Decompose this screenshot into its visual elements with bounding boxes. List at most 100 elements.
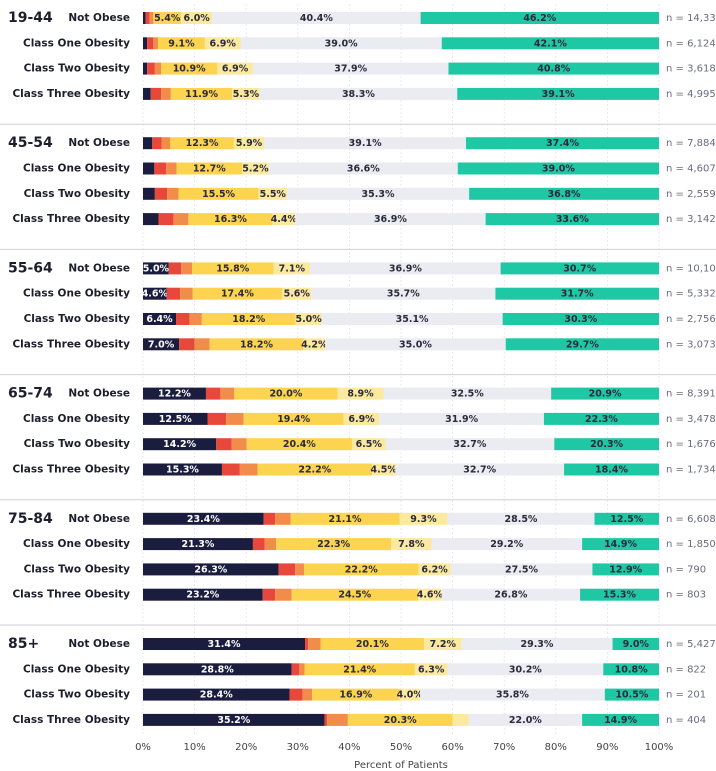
value-label: 4.4% (271, 214, 298, 225)
value-label: 39.1% (542, 89, 575, 100)
value-label: 17.4% (221, 289, 254, 300)
bar-segment (418, 588, 442, 601)
n-label: n = 803 (666, 590, 706, 601)
row-label: Class Three Obesity (12, 464, 130, 476)
n-label: n = 14,332 (666, 13, 716, 24)
value-label: 35.8% (496, 690, 529, 701)
group-title: 55-64 (8, 260, 53, 276)
bar-segment (143, 213, 159, 226)
value-label: 46.2% (523, 13, 556, 24)
bar-segment (176, 162, 243, 175)
bar-segment (154, 162, 167, 175)
n-label: n = 1,734 (666, 465, 716, 476)
bar-segment (399, 512, 448, 525)
n-label: n = 4,995 (666, 89, 716, 100)
bar-segment (295, 563, 304, 576)
bar-segment (582, 538, 659, 551)
n-label: n = 3,073 (666, 339, 716, 350)
bar-segment (420, 688, 605, 701)
bar-segment (441, 37, 659, 50)
row-label: Class Two Obesity (24, 313, 131, 325)
bar-segment (207, 412, 227, 425)
bar-segment (502, 313, 659, 325)
x-tick-label: 60% (441, 742, 463, 753)
value-label: 22.2% (298, 465, 331, 476)
bar-segment (143, 412, 208, 425)
bar-segment (264, 137, 467, 150)
value-label: 23.2% (186, 590, 219, 601)
bar-segment (143, 663, 292, 676)
bar-segment (246, 438, 352, 451)
bar-segment (153, 12, 182, 24)
bar-segment (147, 62, 155, 75)
value-label: 28.4% (200, 690, 233, 701)
group-title: 75-84 (8, 511, 53, 527)
bar-segment (205, 387, 221, 400)
bar-segment (161, 87, 171, 100)
value-label: 35.3% (362, 189, 395, 200)
value-label: 29.3% (520, 639, 553, 650)
value-label: 31.4% (208, 639, 241, 650)
value-label: 7.2% (430, 639, 457, 650)
value-label: 12.9% (609, 564, 642, 575)
n-label: n = 7,884 (666, 138, 716, 149)
bar-segment (143, 262, 169, 275)
n-label: n = 201 (666, 690, 706, 701)
bar-segment (385, 438, 555, 451)
bar-segment (289, 688, 303, 701)
n-label: n = 790 (666, 564, 706, 575)
bar-segment (240, 37, 442, 50)
value-label: 9.1% (168, 38, 195, 49)
bar-segment (447, 512, 595, 525)
row-label: Not Obese (68, 262, 130, 274)
value-label: 37.9% (334, 64, 367, 75)
bar-segment (343, 412, 380, 425)
bar-segment (233, 137, 265, 150)
x-tick-label: 0% (135, 742, 151, 753)
value-label: 35.2% (217, 715, 250, 726)
bar-segment (505, 338, 659, 351)
value-label: 7.0% (148, 339, 175, 350)
x-tick-label: 90% (596, 742, 618, 753)
n-label: n = 5,332 (666, 289, 716, 300)
row-label: Class Three Obesity (12, 213, 130, 225)
bar-segment (143, 12, 146, 24)
value-label: 12.5% (610, 514, 643, 525)
bar-segment (272, 213, 296, 226)
row-label: Class Two Obesity (24, 438, 131, 450)
bar-segment (554, 438, 659, 451)
row-label: Class One Obesity (23, 663, 130, 675)
x-tick-label: 30% (287, 742, 309, 753)
value-label: 10.8% (615, 664, 648, 675)
bar-segment (604, 688, 659, 701)
bar-segment (452, 713, 469, 726)
bar-segment (143, 463, 222, 476)
value-label: 30.3% (564, 314, 597, 325)
bar-segment (149, 12, 154, 24)
bar-segment (275, 512, 291, 525)
bar-segment (145, 12, 150, 24)
row-label: Not Obese (68, 12, 130, 24)
bar-segment (441, 588, 581, 601)
bar-segment (143, 512, 264, 525)
x-tick-label: 50% (390, 742, 412, 753)
value-label: 12.2% (158, 389, 191, 400)
bar-segment (161, 137, 171, 150)
n-label: n = 2,559 (666, 189, 716, 200)
bar-segment (259, 87, 458, 100)
value-label: 30.2% (509, 664, 542, 675)
value-label: 37.4% (546, 138, 579, 149)
value-label: 6.9% (348, 414, 375, 425)
bar-segment (420, 12, 659, 24)
bar-segment (594, 512, 659, 525)
bar-segment (299, 663, 305, 676)
value-label: 39.0% (542, 164, 575, 175)
value-label: 5.0% (143, 263, 170, 274)
bar-segment (152, 137, 162, 150)
value-label: 14.2% (163, 439, 196, 450)
bar-segment (143, 62, 148, 75)
value-label: 39.0% (325, 38, 358, 49)
value-label: 12.3% (186, 138, 219, 149)
value-label: 38.3% (342, 89, 375, 100)
bar-segment (321, 313, 503, 325)
